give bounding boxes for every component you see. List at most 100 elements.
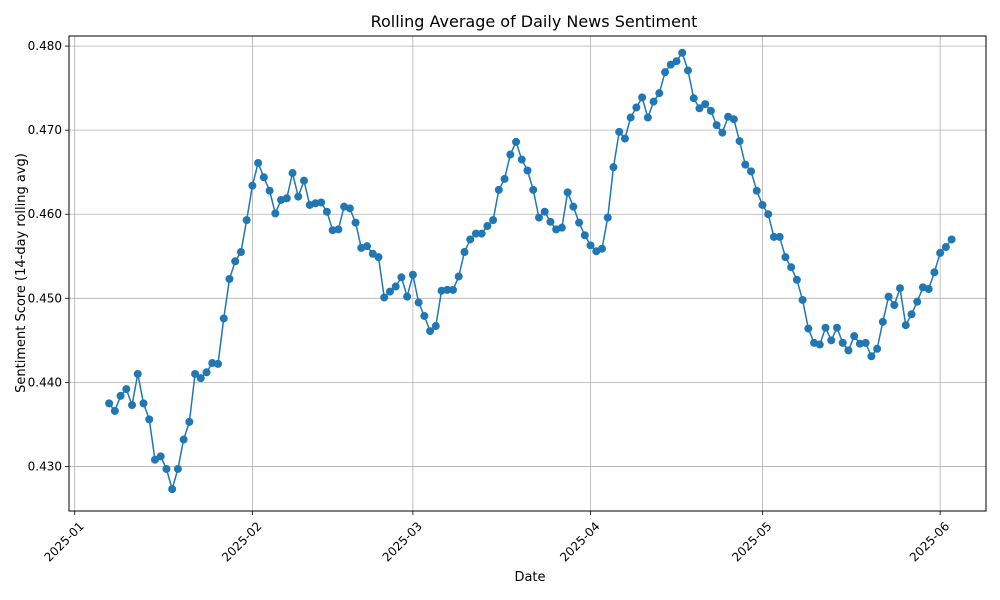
data-point: [546, 217, 555, 226]
data-point: [156, 452, 165, 461]
data-point: [735, 137, 744, 146]
data-point: [890, 301, 899, 310]
data-points: [105, 48, 956, 494]
data-point: [661, 68, 670, 77]
data-point: [139, 399, 148, 408]
data-point: [781, 253, 790, 262]
data-point: [626, 113, 635, 122]
data-point: [775, 232, 784, 241]
data-point: [385, 287, 394, 296]
data-point: [185, 417, 194, 426]
data-point: [122, 385, 131, 394]
data-point: [741, 160, 750, 169]
data-point: [586, 241, 595, 250]
data-point: [460, 248, 469, 257]
data-point: [764, 210, 773, 219]
data-point: [523, 166, 532, 175]
data-point: [265, 186, 274, 195]
data-point: [145, 415, 154, 424]
data-point: [804, 324, 813, 333]
data-point: [896, 284, 905, 293]
data-point: [477, 229, 486, 238]
data-point: [403, 292, 412, 301]
data-point: [609, 163, 618, 172]
data-point: [689, 94, 698, 103]
data-point: [861, 338, 870, 347]
data-point: [638, 93, 647, 102]
data-point: [105, 399, 114, 408]
data-point: [483, 222, 492, 230]
data-point: [214, 359, 223, 368]
data-point: [322, 207, 331, 216]
data-point: [769, 232, 778, 241]
data-point: [173, 464, 182, 473]
data-point: [941, 243, 950, 252]
data-point: [678, 48, 687, 57]
data-point: [718, 128, 727, 137]
data-point: [334, 225, 343, 234]
chart-title: Rolling Average of Daily News Sentiment: [371, 12, 698, 31]
data-point: [930, 268, 939, 277]
data-point: [288, 169, 297, 178]
data-point: [420, 311, 429, 320]
data-point: [844, 346, 853, 355]
data-point: [821, 323, 830, 332]
data-point: [569, 202, 578, 211]
data-point: [529, 185, 538, 194]
data-point: [391, 282, 400, 291]
data-point: [191, 369, 200, 378]
data-point: [867, 352, 876, 361]
data-point: [374, 253, 383, 262]
data-point: [128, 401, 137, 410]
data-point: [557, 223, 566, 232]
data-point: [924, 285, 933, 294]
data-point: [615, 127, 624, 136]
data-point: [649, 97, 658, 106]
y-tick-label: 0.480: [28, 39, 62, 53]
data-point: [672, 57, 681, 66]
data-point: [747, 167, 756, 176]
x-axis-label: Date: [514, 570, 545, 585]
data-point: [683, 66, 692, 75]
data-point: [414, 298, 423, 307]
data-point: [540, 207, 549, 216]
data-point: [363, 242, 372, 251]
data-point: [471, 229, 480, 238]
data-point: [907, 310, 916, 319]
data-point: [512, 137, 521, 146]
plot-frame: [68, 35, 987, 512]
data-point: [110, 406, 119, 415]
data-point: [832, 323, 841, 332]
data-point: [655, 89, 664, 98]
data-point: [758, 200, 767, 209]
data-point: [133, 369, 142, 378]
data-point: [936, 248, 945, 257]
data-point: [712, 121, 721, 130]
data-point: [873, 344, 882, 353]
data-point: [701, 100, 710, 109]
y-ticks: 0.430 0.440 0.450 0.460 0.470 0.480: [28, 39, 69, 473]
data-point: [729, 115, 738, 124]
data-point: [248, 181, 257, 190]
data-point: [380, 293, 389, 302]
data-point: [299, 176, 308, 185]
data-point: [179, 435, 188, 444]
y-tick-label: 0.440: [28, 375, 62, 389]
data-point: [517, 155, 526, 164]
data-point: [850, 332, 859, 341]
data-point: [913, 297, 922, 306]
y-tick-label: 0.430: [28, 459, 62, 473]
data-point: [947, 235, 956, 244]
y-axis-label: Sentiment Score (14-day rolling avg): [14, 153, 29, 393]
data-point: [271, 209, 280, 218]
data-point: [580, 231, 589, 240]
data-point: [254, 158, 263, 167]
data-point: [408, 270, 417, 279]
data-point: [345, 204, 354, 213]
data-point: [643, 113, 652, 122]
y-tick-label: 0.460: [28, 207, 62, 221]
data-point: [242, 216, 251, 225]
data-point: [787, 263, 796, 272]
data-point: [168, 485, 177, 494]
data-point: [884, 292, 893, 301]
